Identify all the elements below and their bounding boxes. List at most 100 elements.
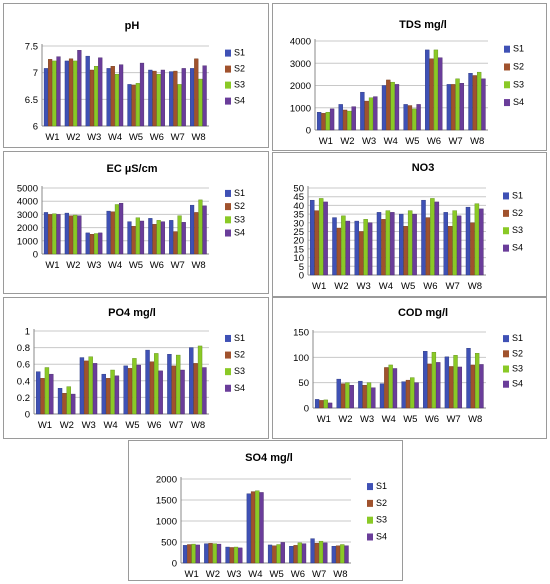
bar-no3-W3-S4 xyxy=(367,222,373,276)
bar-so4-W8-S3 xyxy=(340,544,345,564)
y-tick-label: 0 xyxy=(306,126,311,137)
bar-so4-W1-S4 xyxy=(195,544,200,564)
legend-swatch-S1 xyxy=(503,192,509,200)
x-tick-label: W3 xyxy=(82,420,96,431)
legend-swatch-S2 xyxy=(367,499,373,507)
bar-ec-W1-S1 xyxy=(43,212,49,255)
bar-cod-W8-S1 xyxy=(466,348,471,409)
x-tick-label: W6 xyxy=(150,132,164,143)
bar-tds-W3-S3 xyxy=(368,97,374,131)
x-tick-label: W4 xyxy=(108,260,122,271)
bar-tds-W2-S4 xyxy=(351,106,356,131)
bar-cod-W5-S3 xyxy=(410,377,415,409)
bar-ec-W8-S2 xyxy=(194,212,199,255)
bar-po4-W5-S4 xyxy=(136,364,141,415)
bar-ph-W2-S4 xyxy=(77,50,82,127)
bar-ec-W3-S4 xyxy=(98,232,103,255)
bar-ph-W1-S2 xyxy=(48,59,53,127)
bar-ec-W7-S3 xyxy=(177,215,182,255)
bar-tds-W4-S2 xyxy=(386,79,391,131)
x-tick-label: W5 xyxy=(403,414,417,425)
x-tick-label: W5 xyxy=(270,569,284,580)
x-tick-label: W5 xyxy=(129,132,143,143)
y-tick-label: 0 xyxy=(172,559,177,570)
legend-label-S2: S2 xyxy=(234,201,245,211)
bar-tds-W7-S1 xyxy=(446,84,452,131)
bar-tds-W8-S4 xyxy=(481,78,486,131)
bar-ec-W6-S3 xyxy=(156,220,161,255)
y-tick-label: 0 xyxy=(25,410,30,421)
bar-no3-W6-S2 xyxy=(425,217,431,276)
x-tick-label: W7 xyxy=(169,420,183,431)
bar-ec-W2-S3 xyxy=(73,214,78,255)
bar-ph-W5-S4 xyxy=(139,62,145,127)
chart-panel-cod: COD mg/l 0 50 100 150 W1 W2 W3 W4 W5 W6 W7 W8 S1 S2 S3 S… xyxy=(272,297,547,439)
bar-ec-W7-S4 xyxy=(181,222,186,255)
x-tick-label: W7 xyxy=(312,569,326,580)
bar-ph-W3-S2 xyxy=(89,69,94,127)
bar-so4-W3-S4 xyxy=(238,547,243,564)
bar-po4-W8-S3 xyxy=(197,345,203,415)
bar-so4-W1-S3 xyxy=(191,543,196,564)
legend-swatch-S4 xyxy=(225,229,231,237)
chart-title: EC µS/cm xyxy=(107,163,158,175)
bar-so4-W4-S4 xyxy=(259,492,264,564)
bar-no3-W7-S2 xyxy=(447,226,453,276)
bar-ec-W8-S3 xyxy=(198,199,203,255)
bar-so4-W7-S1 xyxy=(310,538,315,564)
bar-po4-W8-S4 xyxy=(202,367,207,415)
y-tick-label: 6.5 xyxy=(25,95,38,106)
bar-cod-W4-S4 xyxy=(392,368,398,409)
bar-po4-W3-S1 xyxy=(79,357,85,415)
bar-no3-W8-S3 xyxy=(474,203,480,276)
y-tick-label: 2000 xyxy=(290,81,311,92)
chart-panel-ec: EC µS/cm 0 1000 2000 3000 4000 5000 W1 W2 W3 W4 W5 W… xyxy=(3,151,269,294)
x-tick-label: W8 xyxy=(191,420,205,431)
y-tick-label: 15 xyxy=(293,244,304,255)
x-tick-label: W8 xyxy=(333,569,347,580)
bar-ph-W8-S4 xyxy=(202,65,207,127)
legend-label-S3: S3 xyxy=(234,366,245,376)
bar-so4-W7-S3 xyxy=(318,540,324,564)
bar-tds-W8-S3 xyxy=(476,71,482,131)
legend-swatch-S3 xyxy=(225,81,231,89)
bar-ec-W4-S3 xyxy=(114,204,120,255)
bar-so4-W2-S2 xyxy=(208,543,213,564)
x-tick-label: W6 xyxy=(427,136,441,147)
bar-so4-W4-S1 xyxy=(246,493,251,564)
x-tick-label: W3 xyxy=(360,414,374,425)
x-tick-label: W3 xyxy=(87,132,101,143)
legend-swatch-S4 xyxy=(225,97,231,105)
legend-label-S4: S4 xyxy=(512,243,523,253)
bar-cod-W5-S1 xyxy=(401,381,406,409)
chart-panel-ph: pH 6 6.5 7 7.5 W1 W2 W3 W4 W5 W6 W7 W8 S1 S2 S3 S4 xyxy=(3,3,269,148)
bar-cod-W2-S2 xyxy=(340,383,346,409)
bar-ec-W1-S2 xyxy=(48,214,53,255)
bar-tds-W5-S4 xyxy=(416,104,421,131)
bar-po4-W1-S3 xyxy=(44,367,50,415)
y-tick-label: 0.8 xyxy=(17,343,30,354)
bar-cod-W3-S1 xyxy=(358,380,363,409)
bar-po4-W6-S3 xyxy=(154,353,159,415)
y-tick-label: 3000 xyxy=(17,210,38,221)
bar-ph-W3-S1 xyxy=(85,55,90,127)
bar-cod-W2-S3 xyxy=(345,382,350,409)
y-tick-label: 7 xyxy=(33,68,38,79)
x-tick-label: W7 xyxy=(446,414,460,425)
bar-po4-W3-S4 xyxy=(92,363,98,415)
x-tick-label: W1 xyxy=(317,414,331,425)
bar-no3-W4-S4 xyxy=(390,212,395,276)
x-tick-label: W3 xyxy=(362,136,376,147)
legend-label-S1: S1 xyxy=(513,44,524,54)
bar-no3-W2-S4 xyxy=(345,220,351,276)
chart-po4: PO4 mg/l 0 0.2 0.4 0.6 0.8 1 W1 W2 W3 W4 W5 W6 W7 W8 S1… xyxy=(17,307,245,431)
y-tick-label: 150 xyxy=(293,328,309,339)
bar-po4-W3-S3 xyxy=(88,356,93,415)
x-tick-label: W4 xyxy=(108,132,122,143)
bar-no3-W7-S1 xyxy=(443,212,448,276)
bar-tds-W8-S2 xyxy=(472,75,477,131)
chart-so4: SO4 mg/l 0 500 1000 1500 2000 W1 W2 W3 W4 W5 W6 W7 W8… xyxy=(156,452,387,580)
chart-ph: pH 6 6.5 7 7.5 W1 W2 W3 W4 W5 W6 W7 W8 S1 S2 S3 S4 xyxy=(25,20,245,143)
bar-po4-W3-S2 xyxy=(84,360,89,415)
y-tick-label: 0 xyxy=(33,250,38,261)
